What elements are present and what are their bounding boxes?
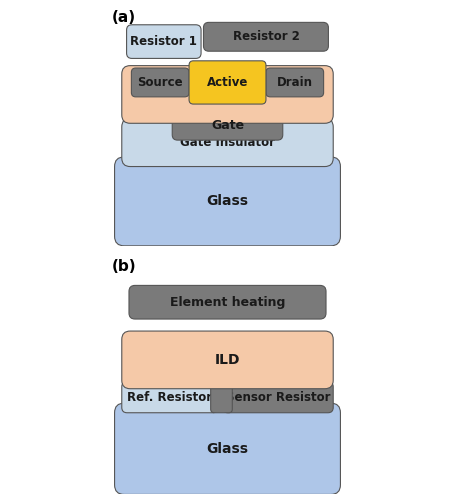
FancyBboxPatch shape: [222, 382, 333, 413]
Text: Ref. Resistor: Ref. Resistor: [127, 390, 212, 404]
Text: ILD: ILD: [215, 88, 240, 102]
FancyBboxPatch shape: [203, 22, 329, 51]
Text: Active: Active: [207, 76, 248, 89]
Text: Gate: Gate: [211, 119, 244, 132]
FancyBboxPatch shape: [122, 66, 333, 124]
FancyBboxPatch shape: [129, 286, 326, 319]
Text: Element heating: Element heating: [170, 296, 285, 308]
Text: Source: Source: [137, 76, 183, 89]
FancyBboxPatch shape: [122, 118, 333, 166]
Text: Glass: Glass: [207, 442, 248, 456]
FancyBboxPatch shape: [131, 68, 189, 97]
FancyBboxPatch shape: [122, 382, 218, 413]
Text: (b): (b): [112, 259, 137, 274]
FancyBboxPatch shape: [189, 61, 266, 104]
Text: Glass: Glass: [207, 194, 248, 208]
Text: (a): (a): [112, 10, 136, 26]
FancyBboxPatch shape: [122, 331, 333, 388]
Text: Gate Insulator: Gate Insulator: [180, 136, 275, 149]
Text: Resistor 2: Resistor 2: [233, 30, 299, 44]
FancyBboxPatch shape: [266, 68, 324, 97]
Text: Resistor 1: Resistor 1: [131, 35, 197, 48]
FancyBboxPatch shape: [126, 25, 201, 58]
FancyBboxPatch shape: [172, 112, 283, 140]
FancyBboxPatch shape: [115, 157, 340, 246]
Text: Sensor Resistor: Sensor Resistor: [226, 390, 330, 404]
Text: ILD: ILD: [215, 353, 240, 367]
FancyBboxPatch shape: [211, 362, 233, 413]
FancyBboxPatch shape: [115, 403, 340, 494]
Text: Drain: Drain: [277, 76, 313, 89]
